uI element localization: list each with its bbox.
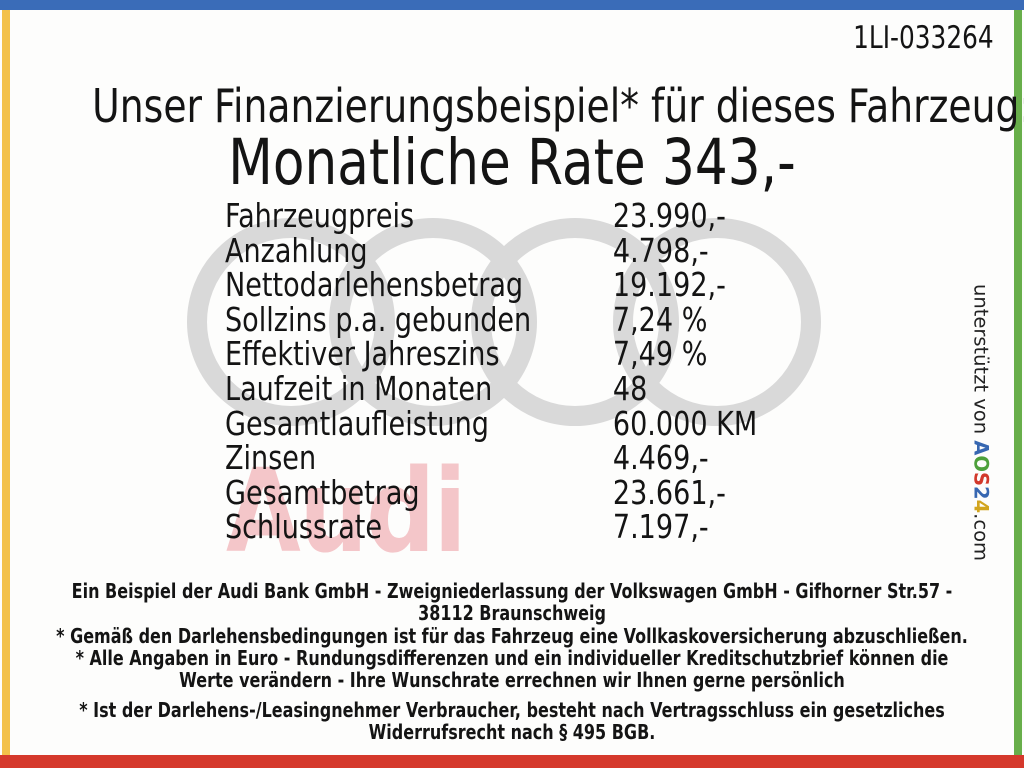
finance-label: Schlussrate xyxy=(225,507,383,547)
finance-label: Gesamtlaufleistung xyxy=(225,403,489,443)
finance-value: 48 xyxy=(612,368,648,408)
finance-label: Gesamtbetrag xyxy=(225,472,420,512)
finance-value: 7,24 % xyxy=(612,299,708,339)
frame-left-bar xyxy=(2,10,10,755)
footer-euro-note: * Alle Angaben in Euro - Rundungsdiffere… xyxy=(75,646,949,692)
aos24-logo-letter: 4 xyxy=(969,499,993,514)
finance-value: 19.192,- xyxy=(612,265,726,305)
aos24-logo-letter: A xyxy=(969,440,993,456)
finance-value: 7,49 % xyxy=(612,334,708,374)
frame-bottom-bar xyxy=(0,755,1024,768)
finance-row: Laufzeit in Monaten 48 xyxy=(225,368,848,408)
frame-top-bar xyxy=(0,0,1024,10)
finance-value: 4.798,- xyxy=(612,230,709,270)
footer-withdrawal-note: * Ist der Darlehens-/Leasingnehmer Verbr… xyxy=(79,698,945,744)
finance-row: Schlussrate 7.197,- xyxy=(225,510,848,545)
finance-row: Sollzins p.a. gebunden 7,24 % xyxy=(225,299,848,339)
finance-value: 23.990,- xyxy=(612,196,726,235)
finance-label: Nettodarlehensbetrag xyxy=(225,265,524,305)
finance-row: Anzahlung 4.798,- xyxy=(225,230,848,270)
aos24-logo-letter: O xyxy=(969,455,993,472)
finance-row: Gesamtbetrag 23.661,- xyxy=(225,472,848,512)
finance-label: Zinsen xyxy=(225,438,317,478)
finance-table: Fahrzeugpreis 23.990,- Anzahlung 4.798,-… xyxy=(225,196,848,545)
finance-label: Effektiver Jahreszins xyxy=(225,334,500,374)
finance-row: Gesamtlaufleistung 60.000 KM xyxy=(225,403,848,443)
finance-row: Fahrzeugpreis 23.990,- xyxy=(225,196,848,235)
footer-insurance-note: * Gemäß den Darlehensbedingungen ist für… xyxy=(56,624,968,648)
finance-value: 23.661,- xyxy=(612,472,726,512)
finance-label: Fahrzeugpreis xyxy=(225,196,415,235)
finance-label: Laufzeit in Monaten xyxy=(225,368,493,408)
finance-row: Effektiver Jahreszins 7,49 % xyxy=(225,337,848,372)
audi-wordmark-watermark: Audi xyxy=(226,445,467,579)
supporter-suffix: .com xyxy=(969,513,993,562)
finance-label: Anzahlung xyxy=(225,230,368,270)
supporter-prefix: unterstützt von xyxy=(969,284,993,441)
supporter-vertical-text: unterstützt von AOS24.com xyxy=(969,284,993,584)
rate-headline: Monatliche Rate 343,- xyxy=(228,126,796,199)
vehicle-id: 1LI-033264 xyxy=(853,20,994,56)
finance-value: 60.000 KM xyxy=(612,403,758,443)
headline: Unser Finanzierungsbeispiel* für dieses … xyxy=(92,79,1024,133)
finance-value: 4.469,- xyxy=(612,438,709,478)
frame-right-bar xyxy=(1014,10,1022,755)
aos24-logo-letter: S xyxy=(969,471,993,487)
finance-label: Sollzins p.a. gebunden xyxy=(225,299,532,339)
finance-row: Zinsen 4.469,- xyxy=(225,441,848,476)
finance-value: 7.197,- xyxy=(612,507,709,547)
footer-bank-line: Ein Beispiel der Audi Bank GmbH - Zweign… xyxy=(71,579,953,625)
aos24-logo-letter: 2 xyxy=(969,486,993,500)
finance-row: Nettodarlehensbetrag 19.192,- xyxy=(225,268,848,303)
